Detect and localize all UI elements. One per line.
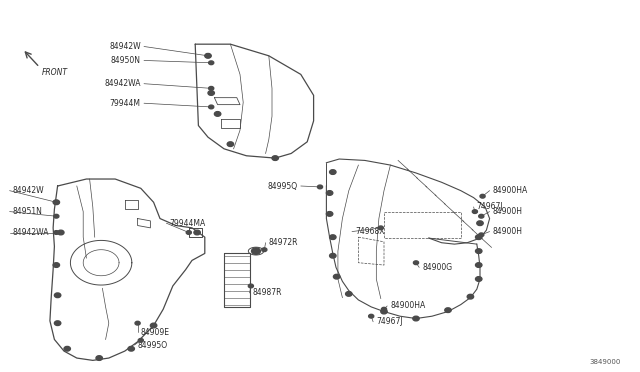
Circle shape bbox=[128, 346, 134, 351]
Text: FRONT: FRONT bbox=[42, 68, 68, 77]
Circle shape bbox=[64, 346, 70, 351]
Circle shape bbox=[194, 230, 200, 235]
Text: 74967J: 74967J bbox=[477, 202, 504, 211]
Circle shape bbox=[476, 277, 482, 281]
Circle shape bbox=[479, 214, 484, 218]
Circle shape bbox=[205, 54, 211, 58]
Circle shape bbox=[381, 309, 387, 314]
Circle shape bbox=[346, 292, 352, 296]
Circle shape bbox=[317, 185, 323, 189]
Circle shape bbox=[208, 91, 214, 95]
Circle shape bbox=[186, 231, 191, 234]
Circle shape bbox=[54, 231, 59, 234]
Circle shape bbox=[369, 314, 374, 318]
Circle shape bbox=[262, 248, 267, 251]
Text: 84950N: 84950N bbox=[111, 56, 141, 65]
Text: 84942WA: 84942WA bbox=[104, 79, 141, 88]
Text: 84995Q: 84995Q bbox=[268, 182, 298, 190]
Circle shape bbox=[54, 201, 59, 204]
Circle shape bbox=[477, 221, 483, 225]
Text: 3849000: 3849000 bbox=[589, 359, 621, 365]
Circle shape bbox=[381, 307, 387, 311]
Text: 79944M: 79944M bbox=[110, 99, 141, 108]
Text: 84900H: 84900H bbox=[493, 207, 523, 216]
Circle shape bbox=[205, 54, 211, 58]
Text: 84900H: 84900H bbox=[493, 227, 523, 236]
Circle shape bbox=[58, 230, 64, 235]
Text: 84995O: 84995O bbox=[138, 340, 168, 350]
Text: 74967J: 74967J bbox=[376, 317, 403, 326]
Circle shape bbox=[330, 253, 336, 258]
Circle shape bbox=[480, 194, 485, 198]
Text: 84909E: 84909E bbox=[141, 328, 170, 337]
Circle shape bbox=[209, 61, 214, 65]
Circle shape bbox=[214, 112, 221, 116]
Circle shape bbox=[96, 356, 102, 360]
Circle shape bbox=[227, 142, 234, 147]
Circle shape bbox=[326, 191, 333, 195]
Circle shape bbox=[330, 170, 336, 174]
Circle shape bbox=[252, 248, 260, 254]
Text: 84972R: 84972R bbox=[269, 238, 298, 247]
Text: 79944MA: 79944MA bbox=[170, 219, 206, 228]
Text: 74968X: 74968X bbox=[355, 227, 385, 236]
Text: 84942W: 84942W bbox=[13, 186, 44, 195]
Circle shape bbox=[333, 274, 340, 279]
Circle shape bbox=[138, 339, 143, 342]
Circle shape bbox=[53, 200, 60, 205]
Text: 84942W: 84942W bbox=[109, 42, 141, 51]
Text: 84951N: 84951N bbox=[13, 207, 43, 216]
Circle shape bbox=[413, 261, 419, 264]
Circle shape bbox=[476, 235, 482, 240]
Circle shape bbox=[135, 321, 140, 325]
Circle shape bbox=[330, 235, 336, 240]
Circle shape bbox=[445, 308, 451, 312]
Circle shape bbox=[248, 284, 253, 288]
Text: 84900HA: 84900HA bbox=[390, 301, 426, 311]
Circle shape bbox=[476, 249, 482, 253]
Circle shape bbox=[479, 233, 484, 237]
Circle shape bbox=[54, 214, 59, 218]
Circle shape bbox=[272, 156, 278, 160]
Circle shape bbox=[378, 226, 383, 230]
Circle shape bbox=[54, 293, 61, 298]
Circle shape bbox=[54, 321, 61, 326]
Circle shape bbox=[467, 294, 474, 299]
Circle shape bbox=[209, 86, 214, 90]
Circle shape bbox=[150, 323, 157, 328]
Text: 84942WA: 84942WA bbox=[13, 228, 49, 237]
Circle shape bbox=[209, 105, 214, 109]
Circle shape bbox=[472, 210, 477, 214]
Circle shape bbox=[53, 263, 60, 267]
Circle shape bbox=[326, 212, 333, 216]
Text: 84900G: 84900G bbox=[422, 263, 452, 272]
Circle shape bbox=[413, 316, 419, 321]
Text: 84987R: 84987R bbox=[253, 288, 282, 298]
Text: 84900HA: 84900HA bbox=[493, 186, 528, 195]
Circle shape bbox=[476, 263, 482, 267]
